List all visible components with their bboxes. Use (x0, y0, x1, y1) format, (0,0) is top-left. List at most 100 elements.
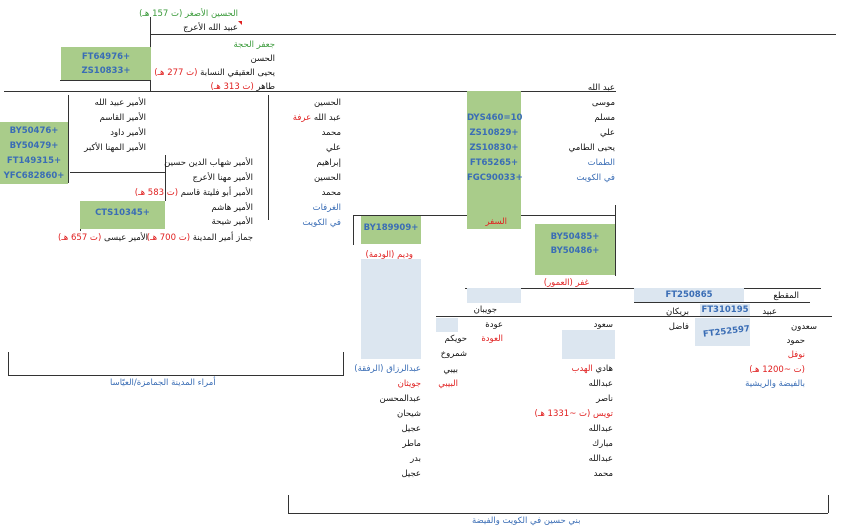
prince-muhanna-araj: الأمير مهنا الأعرج (192, 173, 253, 183)
bibi-red: البيبي (438, 379, 458, 389)
saud: سعود (593, 320, 613, 330)
hammud: حمود (786, 336, 805, 346)
connector-line (634, 302, 810, 303)
r-nasser: ناصر (596, 394, 613, 404)
nawfal-place: بالفيضة والريشية (745, 379, 805, 389)
abdulrazzaq: عبدالرزاق (الرفقة) (354, 364, 421, 374)
connector-line (165, 155, 166, 201)
brikan: بريكان (666, 307, 689, 317)
connector-line (60, 80, 150, 81)
haplogroup-label: BY50476+ (9, 126, 59, 136)
haplogroup-label: FT149315+ (6, 156, 62, 166)
jafar-hujja: جعفر الحجة (233, 40, 275, 50)
haplogroup-label: BY189909+ (363, 223, 419, 233)
haplogroup-box (634, 288, 744, 302)
tamat-label: الطمات (587, 158, 615, 168)
connector-line (615, 205, 616, 276)
haplogroup-box (61, 47, 151, 80)
haplogroup-label: ZS10829+ (469, 128, 519, 138)
safar-label: السفر (485, 217, 507, 227)
prince-qasim: الأمير القاسم (99, 113, 146, 123)
haplogroup-box (467, 288, 521, 303)
haplogroup-label: CTS10345+ (95, 208, 150, 218)
haplogroup-box (80, 201, 165, 229)
ajeel-2: عجيل (401, 469, 421, 479)
hussein-asghar: الحسين الأصغر (ت 157 هـ) (139, 9, 238, 19)
hasan: الحسن (250, 54, 276, 64)
name-musa: موسى (591, 98, 615, 108)
connector-line (828, 495, 829, 513)
ajeel: عجيل (401, 424, 421, 434)
prince-shiha: الأمير شيحة (211, 217, 253, 227)
connector-line (70, 172, 165, 173)
taher: طاهر (ت 313 هـ) (210, 82, 276, 92)
nawfal-date: (ت ~1200 هـ) (749, 365, 805, 375)
haplogroup-box (535, 224, 615, 275)
prince-abu-fulayta: الأمير أبو فليتة قاسم (ت 583 هـ) (134, 188, 253, 198)
connector-line (68, 95, 69, 183)
r-abdullah: عبدالله (588, 379, 613, 389)
prince-dawud: الأمير داود (110, 128, 146, 138)
haplogroup-label: FT64976+ (81, 52, 131, 62)
juwayban: جويبان (473, 305, 497, 315)
r-abdullah-3: عبدالله (588, 454, 613, 464)
r-mohammed: محمد (593, 469, 613, 479)
gharfat-kuwait-label: في الكويت (302, 218, 341, 228)
haplogroup-box (695, 318, 750, 346)
jammaz: جماز أمير المدينة (ت 700 هـ) (146, 233, 253, 243)
haplogroup-box (361, 216, 421, 244)
haplogroup-label: FT310195 (701, 305, 749, 315)
haplogroup-label: FGC90033+ (467, 173, 523, 183)
badr: بدر (410, 454, 421, 464)
haplogroup-box (467, 91, 521, 229)
connector-line (288, 513, 828, 514)
haplogroup-box (562, 330, 615, 359)
connector-line (150, 34, 836, 35)
marker-triangle (238, 21, 242, 25)
tuwaysan: تويس (ت ~1331 هـ) (534, 409, 613, 419)
connector-line (4, 91, 616, 92)
connector-line (353, 215, 354, 245)
r-abdullah-2: عبدالله (588, 424, 613, 434)
mid-ali: علي (326, 143, 341, 153)
name-abdullah: عبد الله (587, 83, 615, 93)
wadim-label: وديم (الودمة) (365, 250, 414, 260)
mid-hussein: الحسين (313, 98, 341, 108)
bibi: بيبي (443, 365, 458, 375)
haplogroup-box (436, 318, 458, 332)
caption-madina: أمراء المدينة الجمامزة/العيّاسا (110, 378, 216, 388)
haplogroup-label: YFC682860+ (3, 171, 65, 181)
nawfal: نوفل (787, 350, 805, 360)
shihan: شيحان (396, 409, 421, 419)
caption-bani-hussein: بني حسين في الكويت والفيضة (472, 516, 581, 526)
prince-muhanna-akbar: الأمير المهنا الأكبر (84, 143, 146, 153)
mid-ibrahim: إبراهيم (316, 158, 341, 168)
connector-line (8, 375, 343, 376)
name-yahya-tami: يحيى الطامي (568, 143, 615, 153)
abdulmohsen: عبدالمحسن (379, 394, 421, 404)
haplogroup-label: ZS10830+ (469, 143, 519, 153)
connector-line (288, 495, 289, 513)
fadel: فاضل (668, 322, 689, 332)
prince-shihab: الأمير شهاب الدين حسين (164, 158, 253, 168)
mid-mohammed-2: محمد (321, 188, 341, 198)
haplogroup-label: BY50479+ (9, 141, 59, 151)
prince-isa: الأمير عيسى (ت 657 هـ) (58, 233, 148, 243)
odah-red: العودة (481, 334, 503, 344)
prince-hashim: الأمير هاشم (211, 203, 253, 213)
prince-ubaidullah: الأمير عبيد الله (94, 98, 146, 108)
in-kuwait-label: في الكويت (576, 173, 615, 183)
gharfat-label: الغرفات (312, 203, 341, 213)
mater: ماطر (402, 439, 421, 449)
muqatta: المقطع (773, 291, 799, 301)
mid-abdullah: عبد الله عرفة (292, 113, 341, 123)
ubaidullah-araj: عبيد الله الأعرج (183, 23, 238, 33)
r-mubarak: مبارك (592, 439, 613, 449)
haplogroup-label: FT250865 (665, 290, 713, 300)
name-ali: علي (600, 128, 615, 138)
haplogroup-box (0, 122, 68, 184)
hadi-hadab: هادي الهدب (571, 364, 613, 374)
saadun: سعدون (790, 322, 817, 332)
haplogroup-box (361, 259, 421, 359)
haplogroup-label: FT65265+ (469, 158, 519, 168)
